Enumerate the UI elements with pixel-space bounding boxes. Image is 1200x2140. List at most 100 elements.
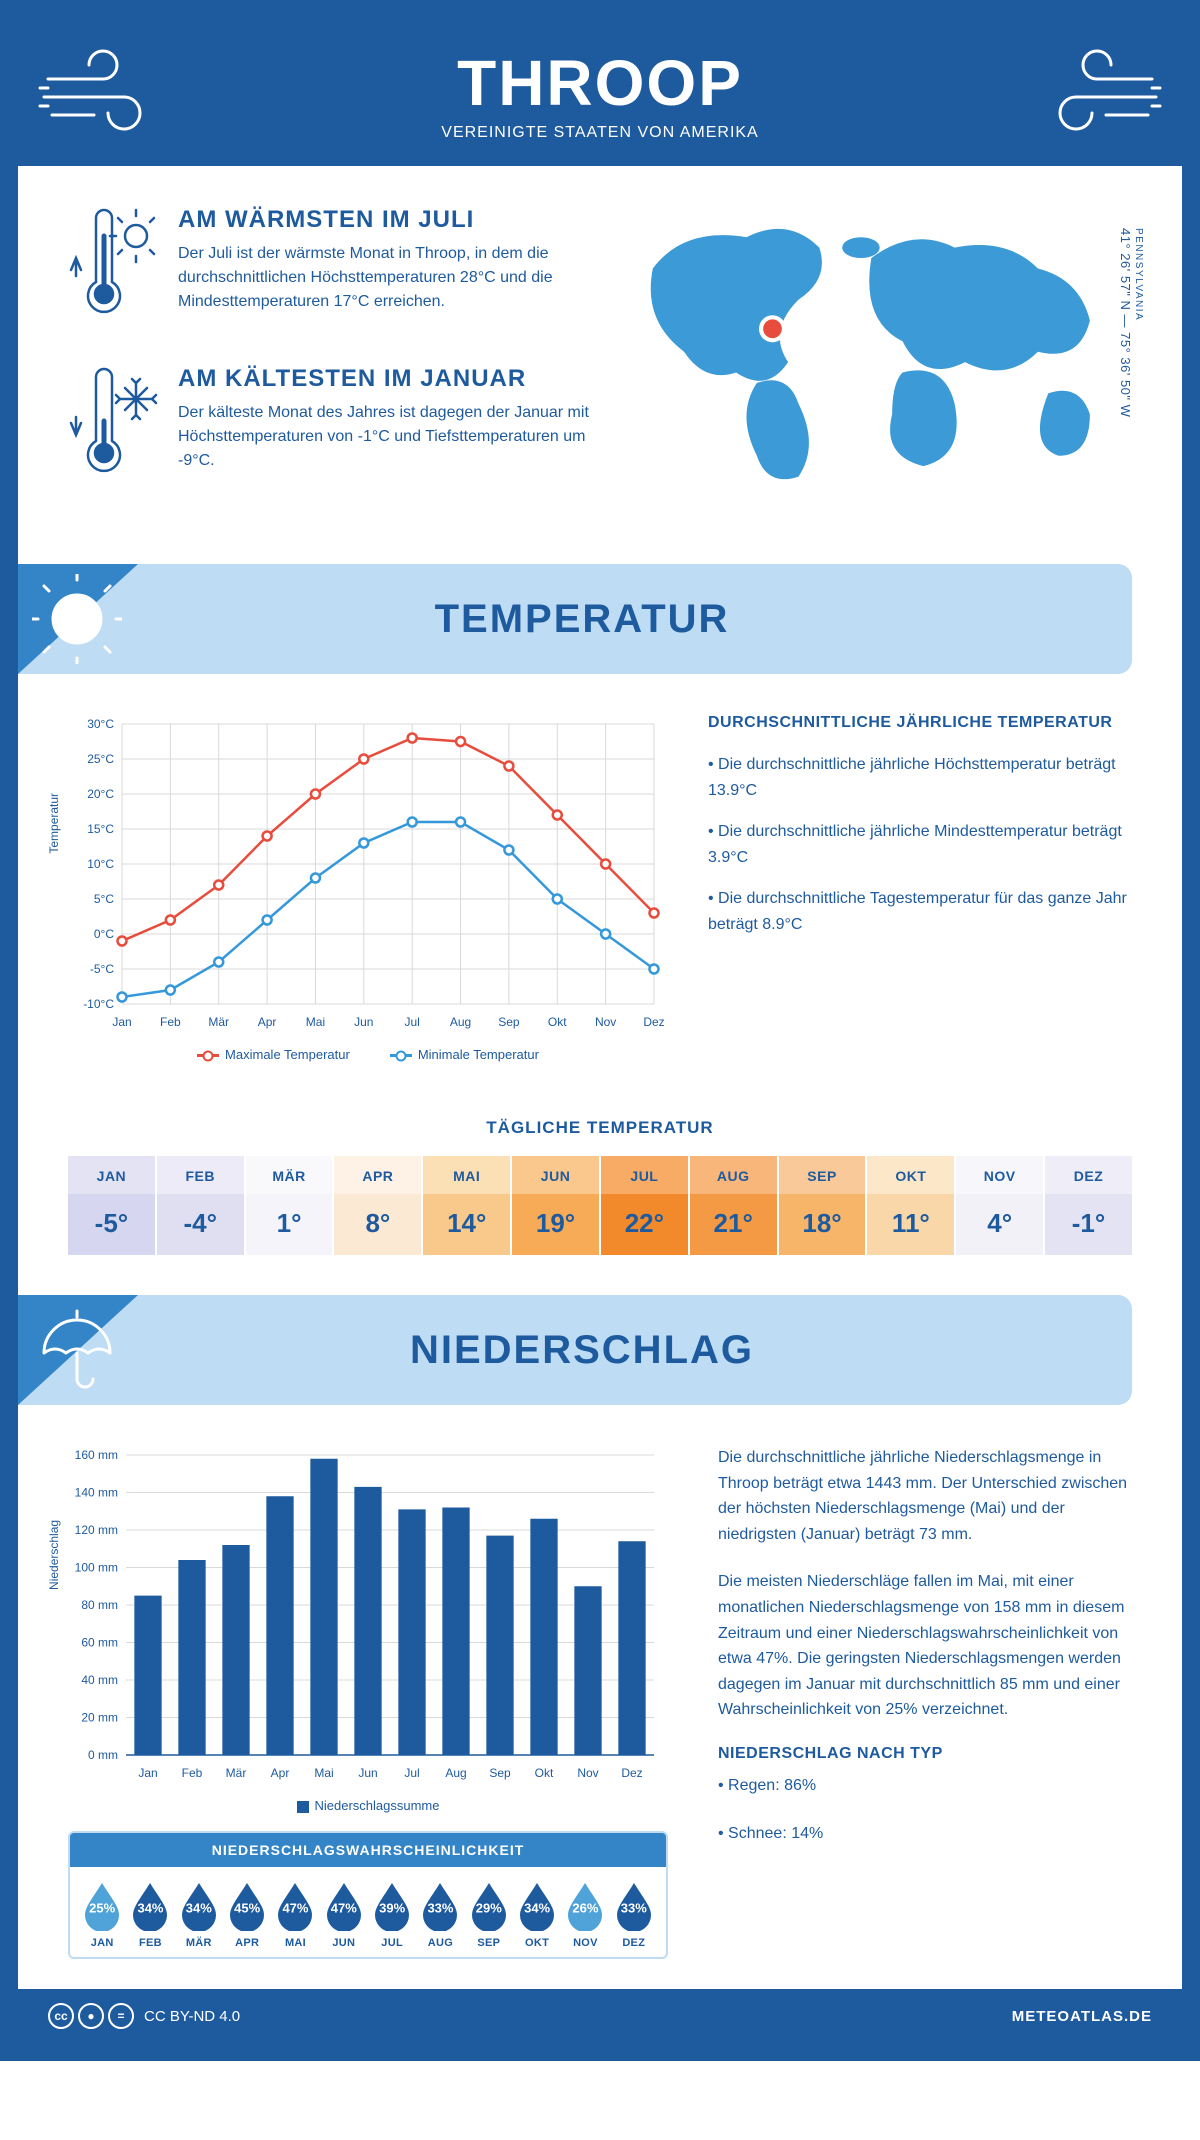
svg-text:Okt: Okt xyxy=(548,1015,567,1029)
precip-prob-cell: 33%DEZ xyxy=(612,1881,656,1949)
daily-temp-cell: AUG21° xyxy=(688,1156,777,1255)
raindrop-icon: 33% xyxy=(613,1881,655,1931)
svg-text:Jan: Jan xyxy=(112,1015,131,1029)
coldest-text: Der kälteste Monat des Jahres ist dagege… xyxy=(178,401,592,473)
svg-text:60 mm: 60 mm xyxy=(81,1636,118,1650)
svg-text:Mär: Mär xyxy=(226,1766,247,1780)
temperature-heading: TEMPERATUR xyxy=(32,597,1132,642)
precip-legend: Niederschlagssumme xyxy=(68,1798,668,1813)
svg-text:-5°C: -5°C xyxy=(90,962,114,976)
svg-text:30°C: 30°C xyxy=(87,717,114,731)
svg-text:Jul: Jul xyxy=(405,1015,420,1029)
temperature-legend: Maximale Temperatur Minimale Temperatur xyxy=(68,1047,668,1062)
svg-text:Jul: Jul xyxy=(404,1766,419,1780)
raindrop-icon: 29% xyxy=(468,1881,510,1931)
svg-text:20°C: 20°C xyxy=(87,787,114,801)
precip-bar-chart: Niederschlag 0 mm20 mm40 mm60 mm80 mm100… xyxy=(68,1445,668,1790)
wind-icon xyxy=(1032,49,1162,139)
license-text: CC BY-ND 4.0 xyxy=(144,2008,240,2025)
raindrop-icon: 47% xyxy=(274,1881,316,1931)
svg-text:Dez: Dez xyxy=(643,1015,664,1029)
daily-temp-table: JAN-5°FEB-4°MÄR1°APR8°MAI14°JUN19°JUL22°… xyxy=(68,1156,1132,1255)
sun-icon xyxy=(32,574,122,664)
thermometer-cold-icon xyxy=(68,365,158,485)
precip-prob-cell: 26%NOV xyxy=(563,1881,607,1949)
svg-text:Aug: Aug xyxy=(445,1766,466,1780)
page-title: THROOP xyxy=(168,46,1032,120)
svg-text:Mai: Mai xyxy=(306,1015,325,1029)
svg-text:20 mm: 20 mm xyxy=(81,1711,118,1725)
daily-temp-cell: SEP18° xyxy=(777,1156,866,1255)
svg-text:Jan: Jan xyxy=(138,1766,157,1780)
daily-temp-cell: MÄR1° xyxy=(244,1156,333,1255)
coordinates: PENNSYLVANIA 41° 26' 57" N — 75° 36' 50"… xyxy=(1118,228,1144,417)
brand-name: METEOATLAS.DE xyxy=(1012,2008,1152,2025)
daily-temp-cell: JAN-5° xyxy=(68,1156,155,1255)
svg-text:Mär: Mär xyxy=(208,1015,229,1029)
svg-text:25°C: 25°C xyxy=(87,752,114,766)
thermometer-hot-icon xyxy=(68,206,158,326)
daily-temp-cell: JUN19° xyxy=(510,1156,599,1255)
precip-prob-cell: 34%MÄR xyxy=(177,1881,221,1949)
world-map-icon xyxy=(632,206,1132,497)
header: THROOP VEREINIGTE STAATEN VON AMERIKA xyxy=(18,18,1182,166)
warmest-block: AM WÄRMSTEN IM JULI Der Juli ist der wär… xyxy=(68,206,592,331)
cc-badge-icon: cc●= xyxy=(48,2003,134,2029)
raindrop-icon: 39% xyxy=(371,1881,413,1931)
svg-text:Sep: Sep xyxy=(489,1766,511,1780)
svg-text:5°C: 5°C xyxy=(94,892,114,906)
precip-prob-cell: 45%APR xyxy=(225,1881,269,1949)
svg-text:Jun: Jun xyxy=(358,1766,377,1780)
svg-text:120 mm: 120 mm xyxy=(75,1523,118,1537)
precip-summary: Die durchschnittliche jährliche Niedersc… xyxy=(718,1445,1132,1959)
svg-text:160 mm: 160 mm xyxy=(75,1448,118,1462)
precip-prob-cell: 34%OKT xyxy=(515,1881,559,1949)
temperature-line-chart: Temperatur -10°C-5°C0°C5°C10°C15°C20°C25… xyxy=(68,714,668,1039)
raindrop-icon: 34% xyxy=(178,1881,220,1931)
raindrop-icon: 25% xyxy=(81,1881,123,1931)
raindrop-icon: 26% xyxy=(564,1881,606,1931)
precip-banner: NIEDERSCHLAG xyxy=(18,1295,1132,1405)
daily-temp-cell: NOV4° xyxy=(954,1156,1043,1255)
svg-text:80 mm: 80 mm xyxy=(81,1598,118,1612)
svg-text:15°C: 15°C xyxy=(87,822,114,836)
precip-probability-box: NIEDERSCHLAGSWAHRSCHEINLICHKEIT 25%JAN34… xyxy=(68,1831,668,1959)
svg-text:Nov: Nov xyxy=(577,1766,598,1780)
coldest-title: AM KÄLTESTEN IM JANUAR xyxy=(178,365,592,393)
precip-prob-cell: 39%JUL xyxy=(370,1881,414,1949)
raindrop-icon: 45% xyxy=(226,1881,268,1931)
coldest-block: AM KÄLTESTEN IM JANUAR Der kälteste Mona… xyxy=(68,365,592,490)
umbrella-icon xyxy=(32,1305,122,1395)
precip-prob-cell: 33%AUG xyxy=(418,1881,462,1949)
temperature-summary: DURCHSCHNITTLICHE JÄHRLICHE TEMPERATUR •… xyxy=(708,714,1132,1062)
page-subtitle: VEREINIGTE STAATEN VON AMERIKA xyxy=(168,124,1032,142)
precip-prob-cell: 47%MAI xyxy=(273,1881,317,1949)
svg-text:0 mm: 0 mm xyxy=(88,1748,118,1762)
svg-text:Jun: Jun xyxy=(354,1015,373,1029)
svg-text:Feb: Feb xyxy=(160,1015,181,1029)
svg-text:Okt: Okt xyxy=(535,1766,554,1780)
svg-text:40 mm: 40 mm xyxy=(81,1673,118,1687)
temperature-banner: TEMPERATUR xyxy=(18,564,1132,674)
intro-section: AM WÄRMSTEN IM JULI Der Juli ist der wär… xyxy=(18,166,1182,554)
raindrop-icon: 47% xyxy=(323,1881,365,1931)
svg-text:-10°C: -10°C xyxy=(83,997,114,1011)
svg-text:Apr: Apr xyxy=(271,1766,290,1780)
location-marker-icon xyxy=(764,319,783,338)
raindrop-icon: 34% xyxy=(516,1881,558,1931)
svg-text:Dez: Dez xyxy=(621,1766,642,1780)
daily-temp-cell: JUL22° xyxy=(599,1156,688,1255)
svg-text:0°C: 0°C xyxy=(94,927,114,941)
svg-text:Apr: Apr xyxy=(258,1015,277,1029)
precip-heading: NIEDERSCHLAG xyxy=(32,1328,1132,1373)
raindrop-icon: 33% xyxy=(419,1881,461,1931)
warmest-text: Der Juli ist der wärmste Monat in Throop… xyxy=(178,242,592,314)
svg-text:Sep: Sep xyxy=(498,1015,520,1029)
daily-temp-cell: OKT11° xyxy=(865,1156,954,1255)
precip-prob-cell: 25%JAN xyxy=(80,1881,124,1949)
svg-text:10°C: 10°C xyxy=(87,857,114,871)
precip-prob-cell: 34%FEB xyxy=(128,1881,172,1949)
svg-text:Feb: Feb xyxy=(182,1766,203,1780)
svg-text:140 mm: 140 mm xyxy=(75,1486,118,1500)
svg-text:Aug: Aug xyxy=(450,1015,471,1029)
